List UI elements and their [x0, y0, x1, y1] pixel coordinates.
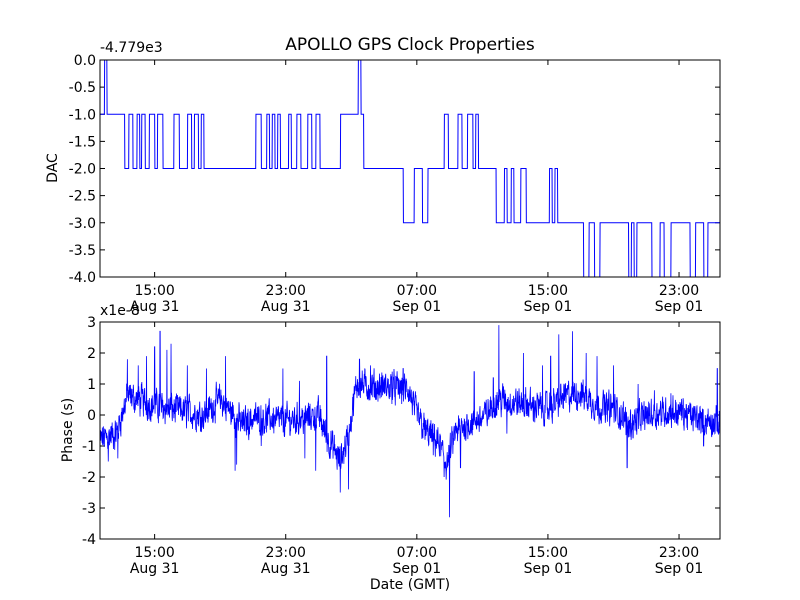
dac-y-tick-label: -2.0: [69, 162, 96, 178]
dac-y-tick-label: -3.5: [69, 243, 96, 259]
dac-x-tick-time: 15:00: [134, 283, 174, 299]
phase-y-tick-label: 3: [87, 315, 96, 331]
phase-y-tick-label: -2: [82, 470, 96, 486]
dac-x-tick-date: Sep 01: [655, 299, 704, 315]
phase-x-tick-date: Sep 01: [655, 561, 704, 577]
dac-x-tick-time: 15:00: [528, 283, 568, 299]
phase-y-tick-label: -1: [82, 439, 96, 455]
phase-x-tick-date: Aug 31: [261, 561, 311, 577]
phase-x-axis-label: Date (GMT): [370, 577, 450, 593]
dac-x-tick-date: Aug 31: [261, 299, 311, 315]
dac-y-tick-label: -0.5: [69, 80, 96, 96]
phase-axes-frame: [99, 321, 721, 540]
dac-y-tick-label: -3.0: [69, 216, 96, 232]
dac-axis-label: DAC: [45, 153, 61, 183]
phase-offset-label: x1e-8: [100, 303, 140, 319]
dac-x-tick-date: Sep 01: [524, 299, 573, 315]
dac-y-tick-label: -2.5: [69, 189, 96, 205]
phase-x-tick-date: Sep 01: [524, 561, 573, 577]
dac-y-tick-label: -1.0: [69, 107, 96, 123]
phase-y-tick-label: -4: [82, 532, 96, 548]
dac-x-tick-time: 07:00: [397, 283, 437, 299]
dac-x-tick-date: Aug 31: [130, 299, 180, 315]
phase-y-tick-label: 1: [87, 377, 96, 393]
phase-x-tick-time: 15:00: [528, 545, 568, 561]
dac-y-tick-label: -1.5: [69, 134, 96, 150]
phase-y-tick-label: 0: [87, 408, 96, 424]
phase-y-tick-label: 2: [87, 346, 96, 362]
dac-axes-frame: [99, 59, 721, 278]
dac-y-tick-label: -4.0: [69, 270, 96, 286]
phase-y-ticks: 3 2 1 0 -1 -2 -3 -4: [82, 315, 720, 548]
dac-offset-label: -4.779e3: [100, 40, 163, 56]
phase-x-tick-time: 07:00: [397, 545, 437, 561]
dac-y-tick-label: 0.0: [74, 53, 96, 69]
dac-x-tick-time: 23:00: [659, 283, 699, 299]
phase-x-tick-time: 23:00: [659, 545, 699, 561]
phase-x-tick-date: Sep 01: [393, 561, 442, 577]
phase-y-tick-label: -3: [82, 501, 96, 517]
dac-x-tick-time: 23:00: [266, 283, 306, 299]
dac-x-tick-date: Sep 01: [393, 299, 442, 315]
phase-x-tick-time: 15:00: [134, 545, 174, 561]
dac-y-ticks: 0.0 -0.5 -1.0 -1.5 -2.0 -2.5 -3.0 -3.5 -4.0: [69, 53, 720, 286]
phase-x-tick-date: Aug 31: [130, 561, 180, 577]
chart-title: APOLLO GPS Clock Properties: [285, 35, 535, 55]
phase-plot-area: [99, 325, 721, 518]
phase-axis-label: Phase (s): [60, 398, 76, 462]
phase-series-line: [99, 325, 721, 518]
phase-x-tick-time: 23:00: [266, 545, 306, 561]
